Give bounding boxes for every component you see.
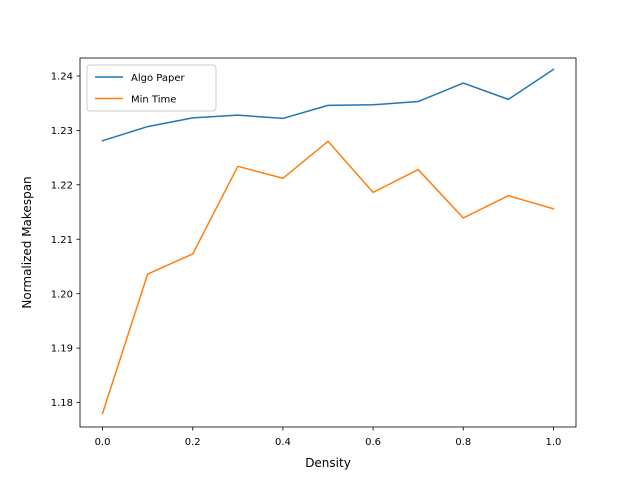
legend: Algo Paper Min Time <box>86 64 217 112</box>
x-tick-label: 0.8 <box>455 437 471 448</box>
y-tick-label: 1.23 <box>51 126 73 137</box>
x-axis-label: Density <box>305 456 351 470</box>
x-tick-label: 0.0 <box>95 437 111 448</box>
x-tick-label: 0.2 <box>185 437 201 448</box>
series-line-1 <box>101 68 555 142</box>
y-tick-label: 1.19 <box>51 344 73 355</box>
x-tick-label: 1.0 <box>546 437 562 448</box>
y-axis-label: Normalized Makespan <box>20 176 34 308</box>
legend-label: Min Time <box>131 95 176 106</box>
y-tick-label: 1.24 <box>51 72 73 83</box>
y-tick-label: 1.20 <box>51 289 73 300</box>
x-axis: 0.0 0.2 0.4 0.6 0.8 1.0 <box>95 427 562 448</box>
legend-label: Algo Paper <box>131 73 185 84</box>
series-layer <box>101 68 555 415</box>
x-tick-label: 0.4 <box>275 437 291 448</box>
y-axis: 1.18 1.19 1.20 1.21 1.22 1.23 1.24 <box>51 72 80 409</box>
axes-frame <box>79 57 577 428</box>
y-tick-label: 1.18 <box>51 398 73 409</box>
x-tick-label: 0.6 <box>365 437 381 448</box>
y-tick-label: 1.22 <box>51 180 73 191</box>
series-line-2 <box>101 140 555 415</box>
y-tick-label: 1.21 <box>51 235 73 246</box>
